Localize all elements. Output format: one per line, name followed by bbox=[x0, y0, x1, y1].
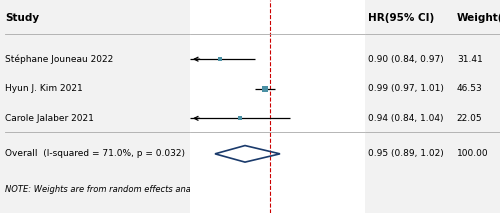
Text: 22.05: 22.05 bbox=[457, 114, 482, 123]
Text: 0.90 (0.84, 0.97): 0.90 (0.84, 0.97) bbox=[368, 55, 444, 64]
Text: 46.53: 46.53 bbox=[457, 84, 482, 93]
Text: HR(95% CI): HR(95% CI) bbox=[368, 13, 434, 23]
Text: Hyun J. Kim 2021: Hyun J. Kim 2021 bbox=[5, 84, 83, 93]
Text: 31.41: 31.41 bbox=[457, 55, 482, 64]
Text: Carole Jalaber 2021: Carole Jalaber 2021 bbox=[5, 114, 94, 123]
Text: Weight(%): Weight(%) bbox=[457, 13, 500, 23]
Text: Stéphane Jouneau 2022: Stéphane Jouneau 2022 bbox=[5, 54, 113, 64]
Text: Overall  (I-squared = 71.0%, p = 0.032): Overall (I-squared = 71.0%, p = 0.032) bbox=[5, 149, 185, 158]
Text: 100.00: 100.00 bbox=[457, 149, 488, 158]
Text: 0.94 (0.84, 1.04): 0.94 (0.84, 1.04) bbox=[368, 114, 443, 123]
Text: Study: Study bbox=[5, 13, 39, 23]
Text: 0.95 (0.89, 1.02): 0.95 (0.89, 1.02) bbox=[368, 149, 444, 158]
Text: 0.99 (0.97, 1.01): 0.99 (0.97, 1.01) bbox=[368, 84, 444, 93]
Text: NOTE: Weights are from random effects analysis: NOTE: Weights are from random effects an… bbox=[5, 185, 210, 194]
